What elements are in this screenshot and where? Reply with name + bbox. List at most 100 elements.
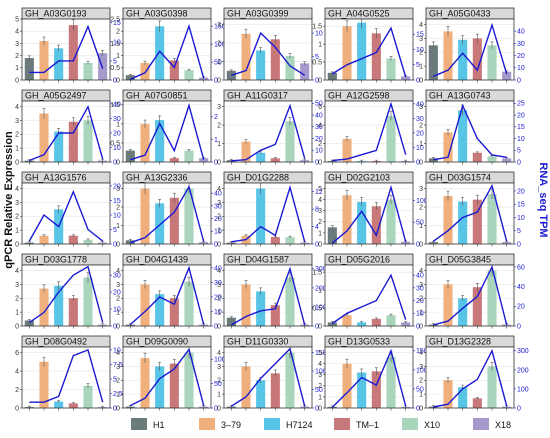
- legend-label-0: H1: [153, 420, 165, 430]
- bar-5: [199, 242, 209, 244]
- tick-label-left: 3: [217, 200, 221, 207]
- tick-label-right: 0: [214, 405, 218, 412]
- tick-label-left: 2: [217, 40, 221, 47]
- legend-swatch-5: [473, 418, 489, 430]
- bar-4: [83, 120, 93, 162]
- plot-area: [123, 19, 211, 80]
- y-axis-label-left: qPCR Relative Expression: [3, 131, 15, 269]
- bar-2: [458, 110, 468, 162]
- tick-label-right: 150: [416, 348, 428, 355]
- tick-label-left: 0: [116, 241, 120, 248]
- tick-label-right: 10: [416, 47, 424, 54]
- panel-title: GH_D05G3845: [429, 255, 491, 265]
- tick-label-left: 1: [419, 141, 423, 148]
- bar-0: [428, 158, 438, 162]
- panel-title: GH_A05G0433: [429, 9, 491, 19]
- tick-label-left: 2: [217, 214, 221, 221]
- panel-title: GH_D02G2103: [328, 173, 390, 183]
- plot-frame: [21, 264, 111, 327]
- tick-label-right: 20: [416, 298, 424, 305]
- tick-label-left: 4: [116, 350, 120, 357]
- tick-label-left: 2: [15, 296, 19, 303]
- bar-3: [169, 158, 179, 162]
- bar-3: [68, 235, 78, 244]
- bar-1: [39, 113, 49, 162]
- plot-area: [224, 347, 312, 408]
- tick-label-left: 4: [217, 268, 221, 275]
- tick-label-right: 5: [517, 228, 521, 235]
- tick-label-left: 0: [116, 77, 120, 84]
- bar-1: [342, 26, 352, 81]
- bar-4: [285, 55, 295, 80]
- bar-0: [24, 320, 34, 326]
- tick-label-left: 6: [15, 350, 19, 357]
- panel-title: GH_D11G0330: [227, 337, 288, 347]
- tick-label-left: 1: [419, 310, 423, 317]
- tick-label-left: 4: [116, 268, 120, 275]
- bar-2: [357, 22, 367, 81]
- tick-label-left: 4: [419, 22, 423, 29]
- tick-label-right: 0: [416, 241, 420, 248]
- tick-label-right: 20: [517, 188, 525, 195]
- tick-label-left: 0: [116, 405, 120, 412]
- plot-area: [426, 347, 514, 408]
- plot-area: [22, 265, 110, 326]
- bar-4: [487, 270, 497, 326]
- bar-3: [371, 371, 381, 408]
- tick-label-right: 50: [416, 220, 424, 227]
- plot-area: [22, 19, 110, 80]
- tick-label-right: 100: [517, 386, 529, 393]
- legend-swatch-2: [264, 418, 280, 430]
- tick-label-right: 30: [315, 124, 323, 131]
- tick-label-left: 0: [419, 323, 423, 330]
- tick-label-right: 20: [315, 136, 323, 143]
- tick-label-right: 20: [113, 130, 121, 137]
- tpm-line: [331, 348, 407, 408]
- bar-1: [140, 188, 150, 244]
- bar-2: [458, 387, 468, 408]
- tick-label-right: 10: [113, 39, 121, 46]
- bar-5: [401, 241, 411, 244]
- panel-title: GH_A05G2497: [25, 91, 87, 101]
- tick-label-right: 15: [517, 124, 525, 131]
- legend-label-1: 3–79: [221, 420, 241, 430]
- tpm-line: [29, 104, 104, 162]
- tick-label-right: 20: [214, 294, 222, 301]
- bar-4: [386, 115, 396, 162]
- bar-4: [83, 62, 93, 80]
- tick-label-right: 150: [214, 24, 226, 31]
- tick-label-left: 2: [419, 204, 423, 211]
- tick-label-left: 4: [15, 104, 19, 111]
- tick-label-left: 5: [15, 16, 19, 23]
- legend-label-2: H7124: [286, 420, 313, 430]
- bar-0: [125, 75, 135, 80]
- tick-label-left: 4: [217, 186, 221, 193]
- tick-label-right: 0: [214, 241, 218, 248]
- tick-label-right: 0: [113, 241, 117, 248]
- plot-frame: [223, 346, 313, 409]
- tick-label-right: 12: [315, 189, 323, 196]
- bar-0: [24, 58, 34, 80]
- panel-title: GH_A04G0525: [328, 9, 390, 19]
- bar-4: [83, 277, 93, 326]
- tpm-line: [331, 184, 407, 244]
- tick-label-left: 1: [116, 392, 120, 399]
- tick-label-right: 30: [517, 41, 525, 48]
- plot-frame: [425, 346, 515, 409]
- tick-label-left: 1: [318, 42, 322, 49]
- tick-label-right: 25: [517, 101, 525, 108]
- bar-0: [428, 242, 438, 244]
- bar-3: [270, 39, 280, 80]
- bar-4: [83, 385, 93, 408]
- tick-label-left: 1.5: [110, 102, 120, 109]
- tick-label-left: 0: [217, 405, 221, 412]
- tpm-line: [129, 265, 205, 326]
- plot-frame: [223, 100, 313, 163]
- tick-label-left: 2.5: [110, 16, 120, 23]
- tick-label-right: 20: [416, 130, 424, 137]
- bar-4: [184, 281, 194, 326]
- tick-label-left: 6: [318, 104, 322, 111]
